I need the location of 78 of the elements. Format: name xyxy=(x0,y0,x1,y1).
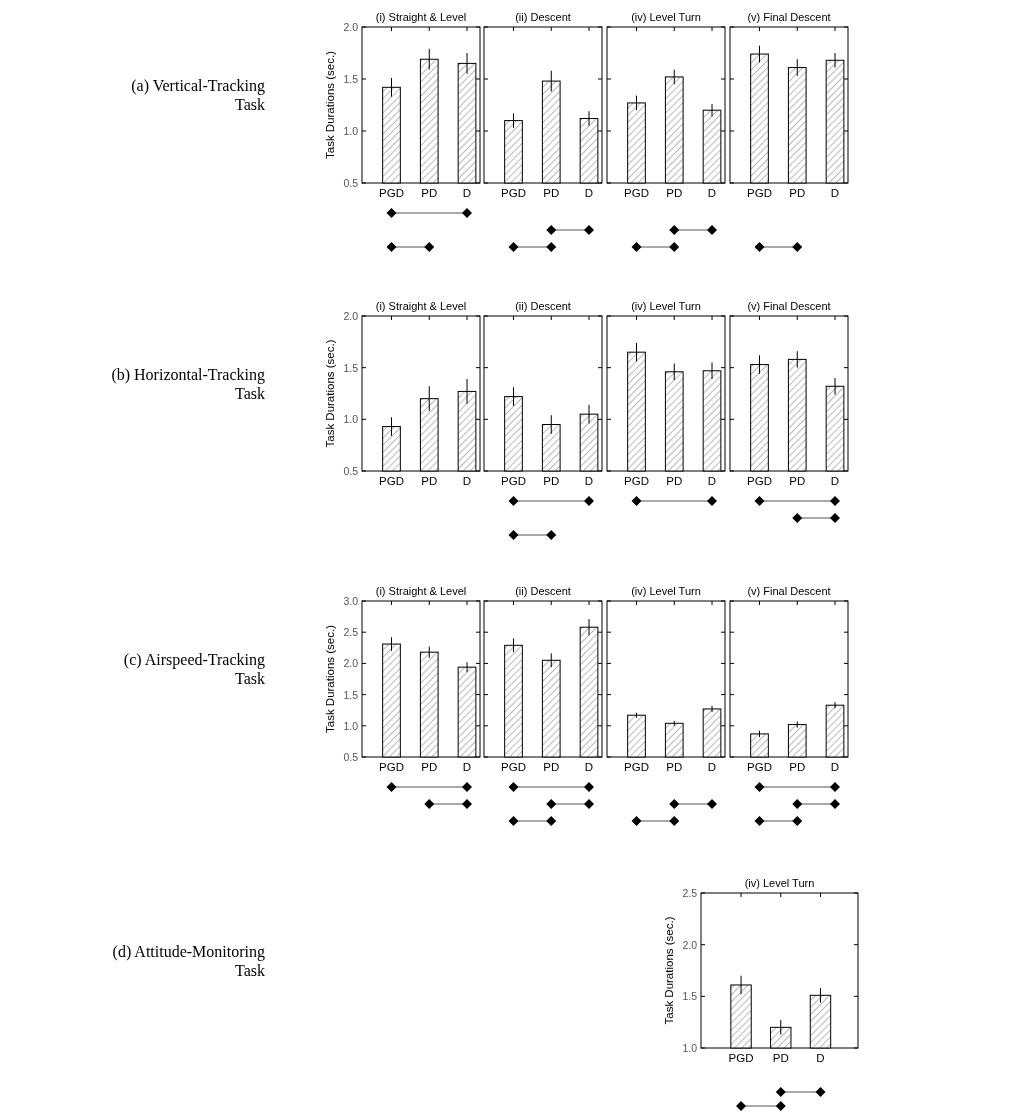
chart-title: (iv) Level Turn xyxy=(631,585,701,597)
x-tick-label: PD xyxy=(421,761,438,773)
x-tick-label: PD xyxy=(421,187,438,199)
x-tick-label: PGD xyxy=(501,475,526,487)
x-tick-label: D xyxy=(462,761,472,773)
x-tick-label: PD xyxy=(543,475,560,487)
x-tick-label: PGD xyxy=(747,475,772,487)
y-tick-label: 0.5 xyxy=(343,465,359,477)
y-tick-label: 1.5 xyxy=(682,990,698,1003)
x-tick-label: PGD xyxy=(501,761,526,773)
x-tick-label: D xyxy=(462,475,472,487)
y-axis-title: Task Durations (sec.) xyxy=(324,624,336,734)
x-tick-label: D xyxy=(830,761,840,773)
x-tick-label: PGD xyxy=(624,475,649,487)
x-tick-label: PGD xyxy=(379,187,404,199)
x-tick-label: PGD xyxy=(379,761,404,773)
text: (c) Airspeed-Tracking Task xyxy=(123,651,265,687)
chart-title: (iv) Level Turn xyxy=(744,877,815,889)
chart-title: (iv) Level Turn xyxy=(631,11,701,23)
y-tick-label: 1.5 xyxy=(343,361,359,374)
text: (d) Attitude-Monitoring Task xyxy=(112,942,265,979)
y-tick-label: 2.0 xyxy=(343,21,359,33)
chart-title: (i) Straight & Level xyxy=(375,300,467,312)
chart-title: (iv) Level Turn xyxy=(631,300,701,312)
x-tick-label: PGD xyxy=(728,1052,754,1064)
x-tick-label: PGD xyxy=(747,761,772,773)
x-tick-label: D xyxy=(830,187,840,199)
y-tick-label: 1.0 xyxy=(343,413,359,426)
x-tick-label: D xyxy=(462,187,472,199)
x-tick-label: D xyxy=(830,475,840,487)
y-tick-label: 1.0 xyxy=(682,1042,698,1054)
x-tick-label: D xyxy=(707,761,717,773)
text: (a) Vertical-Tracking Task xyxy=(131,77,265,113)
chart-title: (ii) Descent xyxy=(515,300,571,312)
y-axis-title: Task Durations (sec.) xyxy=(663,916,675,1025)
x-tick-label: D xyxy=(707,475,717,487)
x-tick-label: D xyxy=(707,187,717,199)
chart-title: (ii) Descent xyxy=(515,585,571,597)
y-tick-label: 2.5 xyxy=(343,626,359,639)
y-tick-label: 2.0 xyxy=(343,657,359,670)
chart-title: (i) Straight & Level xyxy=(375,11,467,23)
x-tick-label: PGD xyxy=(747,187,772,199)
y-tick-label: 2.0 xyxy=(343,310,359,322)
chart-title: (v) Final Descent xyxy=(747,11,831,23)
x-tick-label: PD xyxy=(789,761,806,773)
chart-title: (ii) Descent xyxy=(515,11,571,23)
y-tick-label: 2.5 xyxy=(682,887,698,899)
chart-title: (i) Straight & Level xyxy=(375,585,467,597)
x-tick-label: D xyxy=(584,761,594,773)
y-tick-label: 3.0 xyxy=(343,595,359,607)
y-tick-label: 1.5 xyxy=(343,73,359,85)
y-tick-label: 1.0 xyxy=(343,125,359,137)
y-tick-label: 2.0 xyxy=(682,938,698,951)
x-tick-label: PD xyxy=(543,761,560,773)
x-tick-label: PGD xyxy=(624,761,649,773)
x-tick-label: PD xyxy=(789,475,806,487)
x-tick-label: PD xyxy=(543,187,560,199)
x-tick-label: D xyxy=(584,475,594,487)
x-tick-label: PD xyxy=(789,187,806,199)
y-tick-label: 0.5 xyxy=(343,751,359,763)
x-tick-label: PD xyxy=(666,761,683,773)
y-axis-title: Task Durations (sec.) xyxy=(324,339,336,448)
y-tick-label: 1.5 xyxy=(343,688,359,701)
x-tick-label: PD xyxy=(772,1052,789,1064)
y-tick-label: 1.0 xyxy=(343,719,359,732)
x-tick-label: D xyxy=(584,187,594,199)
x-tick-label: PGD xyxy=(624,187,649,199)
chart-title: (v) Final Descent xyxy=(747,300,831,312)
text: (b) Horizontal-Tracking Task xyxy=(111,365,265,402)
y-axis-title: Task Durations (sec.) xyxy=(324,50,336,160)
chart-title: (v) Final Descent xyxy=(747,585,831,597)
x-tick-label: PGD xyxy=(379,475,404,487)
x-tick-label: PD xyxy=(666,187,683,199)
x-tick-label: D xyxy=(816,1052,825,1064)
x-tick-label: PGD xyxy=(501,187,526,199)
y-tick-label: 0.5 xyxy=(343,177,359,189)
x-tick-label: PD xyxy=(421,475,438,487)
x-tick-label: PD xyxy=(666,475,683,487)
